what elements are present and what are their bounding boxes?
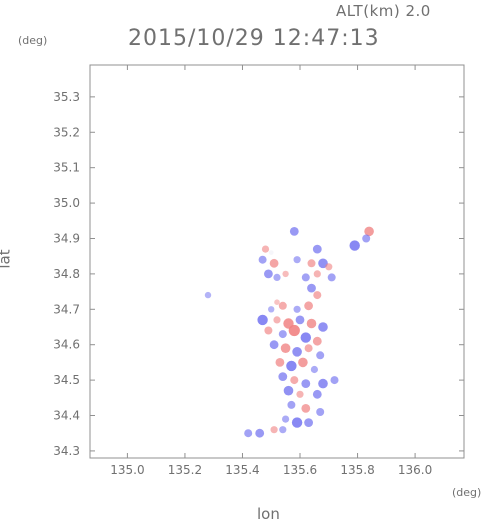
x-unit-label: (deg) <box>452 486 482 499</box>
data-point <box>304 418 313 427</box>
data-point <box>301 379 311 388</box>
data-point <box>290 376 299 385</box>
data-point <box>318 322 328 332</box>
data-point <box>289 227 299 236</box>
data-point <box>330 376 339 385</box>
y-unit-label: (deg) <box>18 34 48 47</box>
y-tick-label: 34.7 <box>53 302 80 316</box>
data-point <box>312 244 322 254</box>
data-point <box>296 390 304 398</box>
x-tick-label: 135.2 <box>168 463 202 477</box>
data-point <box>264 326 273 335</box>
data-point <box>364 226 374 237</box>
data-point <box>362 234 371 243</box>
y-axis-label: lat <box>0 249 14 269</box>
data-point <box>293 305 301 313</box>
data-point <box>307 259 316 268</box>
data-point <box>292 347 302 357</box>
data-point <box>274 299 280 306</box>
data-point <box>316 351 325 360</box>
data-point <box>327 273 336 282</box>
altitude-label: ALT(km) 2.0 <box>336 2 431 20</box>
data-point <box>291 417 303 428</box>
data-point <box>264 269 273 279</box>
data-point <box>325 263 333 271</box>
x-axis-label: lon <box>257 505 280 523</box>
data-point <box>295 315 305 325</box>
data-point <box>313 270 321 278</box>
y-tick-label: 35.2 <box>53 125 80 139</box>
data-point <box>300 332 311 343</box>
data-point <box>318 378 328 389</box>
chart-title: 2015/10/29 12:47:13 <box>128 26 380 51</box>
x-tick-label: 135.0 <box>110 463 144 477</box>
data-point <box>349 240 360 251</box>
data-point <box>293 256 301 264</box>
data-point <box>244 429 253 438</box>
data-point <box>304 344 313 353</box>
data-point <box>286 360 297 372</box>
plot-frame <box>89 64 465 459</box>
data-point <box>304 301 313 311</box>
data-point <box>306 318 317 329</box>
data-point <box>204 291 212 299</box>
y-tick-label: 34.6 <box>53 338 80 352</box>
data-point <box>268 306 275 313</box>
data-point <box>268 250 274 256</box>
data-point <box>261 245 270 253</box>
data-point <box>287 400 296 409</box>
data-point <box>283 385 294 396</box>
x-tick-label: 136.0 <box>398 463 432 477</box>
data-point <box>269 340 279 350</box>
data-point <box>270 426 278 434</box>
data-points <box>204 226 374 438</box>
data-point <box>307 283 316 293</box>
data-point <box>288 324 300 337</box>
data-point <box>273 316 281 324</box>
x-tick-label: 135.4 <box>225 463 259 477</box>
data-point <box>298 357 308 368</box>
data-point <box>278 330 287 339</box>
data-point <box>312 336 322 346</box>
y-tick-label: 35.3 <box>53 90 80 104</box>
y-tick-label: 34.9 <box>53 231 80 245</box>
y-tick-label: 34.8 <box>53 267 80 281</box>
data-point <box>273 273 281 281</box>
x-tick-label: 135.6 <box>283 463 317 477</box>
y-axis-ticks: 34.3 34.4 34.5 34.6 34.7 34.8 34.9 35.0 35.1 35.2… <box>53 90 464 458</box>
data-point <box>257 314 268 326</box>
data-point <box>275 358 285 367</box>
x-tick-label: 135.8 <box>340 463 374 477</box>
y-tick-label: 34.3 <box>53 444 80 458</box>
data-point <box>301 404 311 413</box>
data-point <box>278 372 288 381</box>
data-point <box>255 428 265 438</box>
data-point <box>310 365 318 374</box>
data-point <box>316 408 325 416</box>
data-point <box>279 426 287 434</box>
data-point <box>301 273 310 282</box>
data-point <box>280 343 291 354</box>
data-point <box>258 255 267 264</box>
data-point <box>269 258 279 268</box>
y-tick-label: 35.0 <box>53 196 80 210</box>
data-point <box>282 270 289 278</box>
y-tick-label: 34.5 <box>53 373 80 387</box>
data-point <box>312 389 322 399</box>
y-tick-label: 34.4 <box>53 409 80 423</box>
data-point <box>278 301 287 310</box>
data-point <box>313 291 322 300</box>
x-axis-ticks: 135.0 135.2 135.4 135.6 135.8 136.0 <box>110 65 432 477</box>
data-point <box>282 415 290 423</box>
y-tick-label: 35.1 <box>53 161 80 175</box>
